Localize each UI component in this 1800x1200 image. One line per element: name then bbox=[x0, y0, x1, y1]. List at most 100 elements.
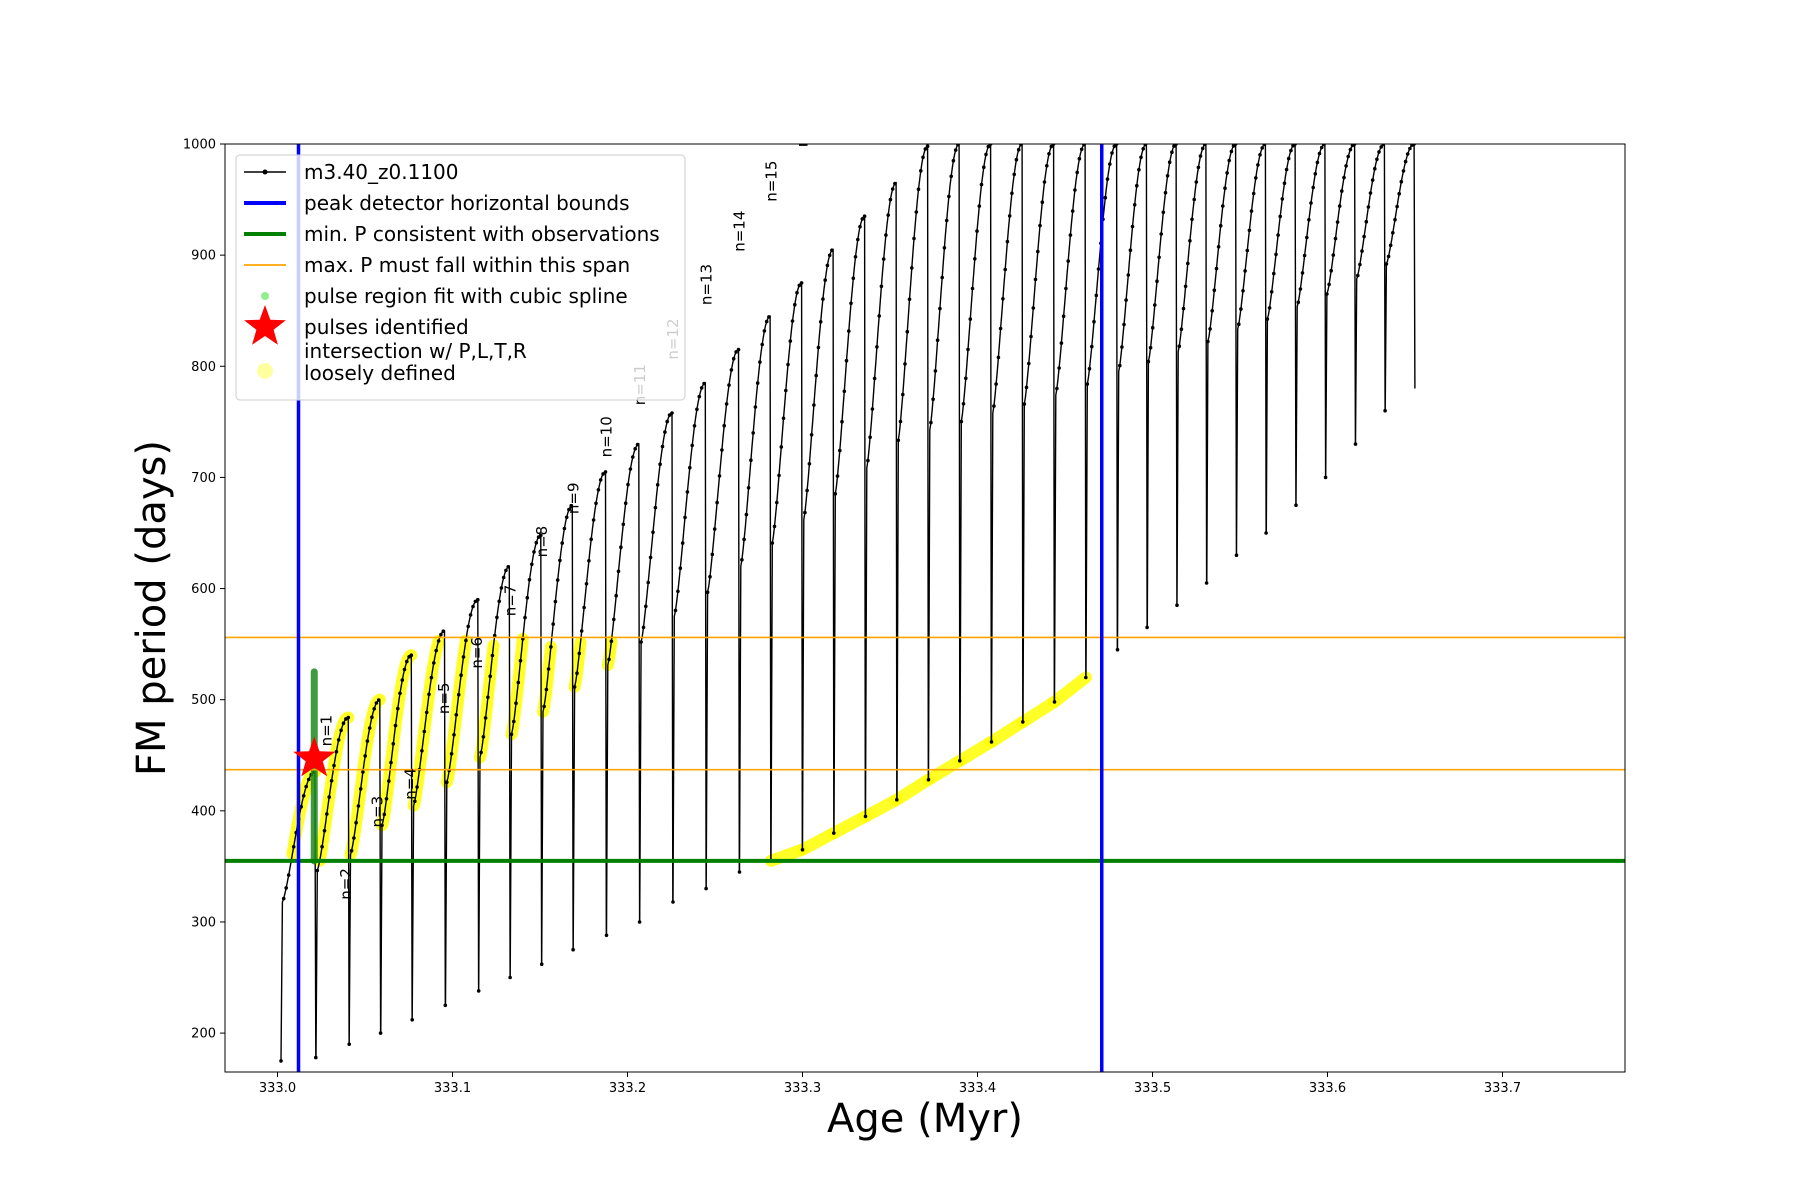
series-point bbox=[1175, 603, 1179, 607]
series-point bbox=[1031, 306, 1036, 310]
series-point bbox=[616, 569, 621, 574]
series-point bbox=[427, 692, 431, 697]
legend-marker-dot bbox=[262, 169, 268, 175]
series-point bbox=[555, 578, 560, 582]
series-point bbox=[938, 306, 942, 311]
series-point bbox=[1186, 261, 1190, 266]
series-point bbox=[389, 760, 393, 765]
intersection-segment bbox=[985, 715, 1029, 748]
series-point bbox=[1223, 186, 1227, 190]
series-point bbox=[671, 900, 675, 904]
series-point bbox=[1115, 647, 1120, 652]
series-point bbox=[1061, 314, 1066, 319]
series-point bbox=[875, 345, 879, 349]
series-point bbox=[609, 639, 614, 644]
x-tick-label: 333.7 bbox=[1484, 1081, 1521, 1096]
series-point bbox=[370, 715, 374, 719]
series-point bbox=[1379, 145, 1383, 149]
series-point bbox=[744, 512, 749, 517]
series-point bbox=[516, 680, 521, 685]
series-point bbox=[1249, 209, 1254, 213]
series-point bbox=[1405, 152, 1410, 156]
series-point bbox=[483, 716, 488, 720]
series-point bbox=[567, 507, 571, 512]
series-point bbox=[1340, 189, 1344, 193]
series-point bbox=[1016, 147, 1021, 152]
pulse-star-marker bbox=[293, 736, 336, 777]
series-point bbox=[1284, 167, 1289, 172]
series-point bbox=[336, 738, 341, 742]
series-point bbox=[1137, 167, 1141, 172]
series-point bbox=[1258, 153, 1262, 157]
series-point bbox=[1333, 236, 1338, 241]
series-point bbox=[1027, 361, 1031, 366]
series-point bbox=[784, 388, 788, 393]
series-point bbox=[1153, 303, 1157, 307]
series-point bbox=[1070, 209, 1075, 213]
legend-entry: pulse region fit with cubic spline bbox=[261, 284, 628, 308]
series-point bbox=[1262, 144, 1267, 147]
series-point bbox=[1126, 273, 1131, 277]
series-point bbox=[523, 615, 527, 620]
series-point bbox=[740, 558, 744, 562]
series-point bbox=[439, 632, 443, 637]
series-point bbox=[933, 369, 938, 373]
series-point bbox=[398, 691, 402, 696]
series-point bbox=[1375, 157, 1379, 162]
series-point bbox=[951, 158, 956, 163]
series-point bbox=[1356, 273, 1360, 278]
series-point bbox=[1218, 223, 1223, 228]
legend-label: m3.40_z0.1100 bbox=[304, 160, 459, 184]
series-point bbox=[958, 759, 962, 763]
series-point bbox=[982, 165, 986, 169]
series-point bbox=[797, 283, 802, 288]
y-axis-ticks: 200 300 400 500 600 700 800 900 1000 bbox=[183, 138, 225, 1042]
series-point bbox=[736, 347, 741, 352]
series-point bbox=[1276, 233, 1280, 237]
series-point bbox=[1227, 158, 1231, 163]
series-point bbox=[1286, 156, 1291, 161]
series-point bbox=[821, 297, 825, 301]
series-point bbox=[676, 589, 680, 594]
series-point bbox=[1073, 188, 1077, 192]
series-point bbox=[492, 633, 497, 638]
series-point bbox=[443, 1003, 448, 1008]
x-axis-title: Age (Myr) bbox=[827, 1096, 1023, 1142]
legend-box bbox=[235, 154, 686, 401]
series-point bbox=[1289, 148, 1293, 153]
pulse-label: n=7 bbox=[502, 585, 520, 617]
pulse-label: n=14 bbox=[731, 211, 749, 252]
intersection-segment bbox=[796, 827, 840, 856]
series-point bbox=[598, 478, 603, 482]
series-point bbox=[633, 447, 637, 451]
series-point bbox=[807, 462, 812, 466]
series-point bbox=[856, 237, 860, 242]
series-point bbox=[322, 828, 327, 833]
series-point bbox=[910, 266, 914, 270]
series-point bbox=[1319, 145, 1324, 150]
legend-dot-icon bbox=[257, 363, 273, 379]
series-point bbox=[1243, 269, 1247, 273]
series-point bbox=[940, 275, 944, 280]
series-point bbox=[886, 213, 890, 217]
series-point bbox=[1307, 218, 1311, 222]
intersection-segment bbox=[828, 810, 872, 840]
series-point bbox=[1040, 200, 1045, 204]
series-point bbox=[1278, 214, 1282, 219]
series-point bbox=[795, 290, 799, 295]
series-point bbox=[1029, 334, 1033, 339]
series-point bbox=[1388, 243, 1393, 248]
series-point bbox=[849, 301, 853, 306]
series-point bbox=[365, 739, 370, 743]
series-point bbox=[1294, 503, 1298, 508]
series-point bbox=[727, 383, 731, 387]
series-point bbox=[614, 593, 618, 598]
series-point bbox=[1282, 181, 1287, 185]
series-point bbox=[1179, 327, 1184, 332]
series-point bbox=[476, 597, 480, 602]
series-point bbox=[1148, 345, 1153, 350]
series-point bbox=[564, 515, 569, 520]
series-point bbox=[660, 444, 665, 449]
series-point bbox=[1368, 191, 1373, 195]
series-point bbox=[575, 671, 579, 675]
